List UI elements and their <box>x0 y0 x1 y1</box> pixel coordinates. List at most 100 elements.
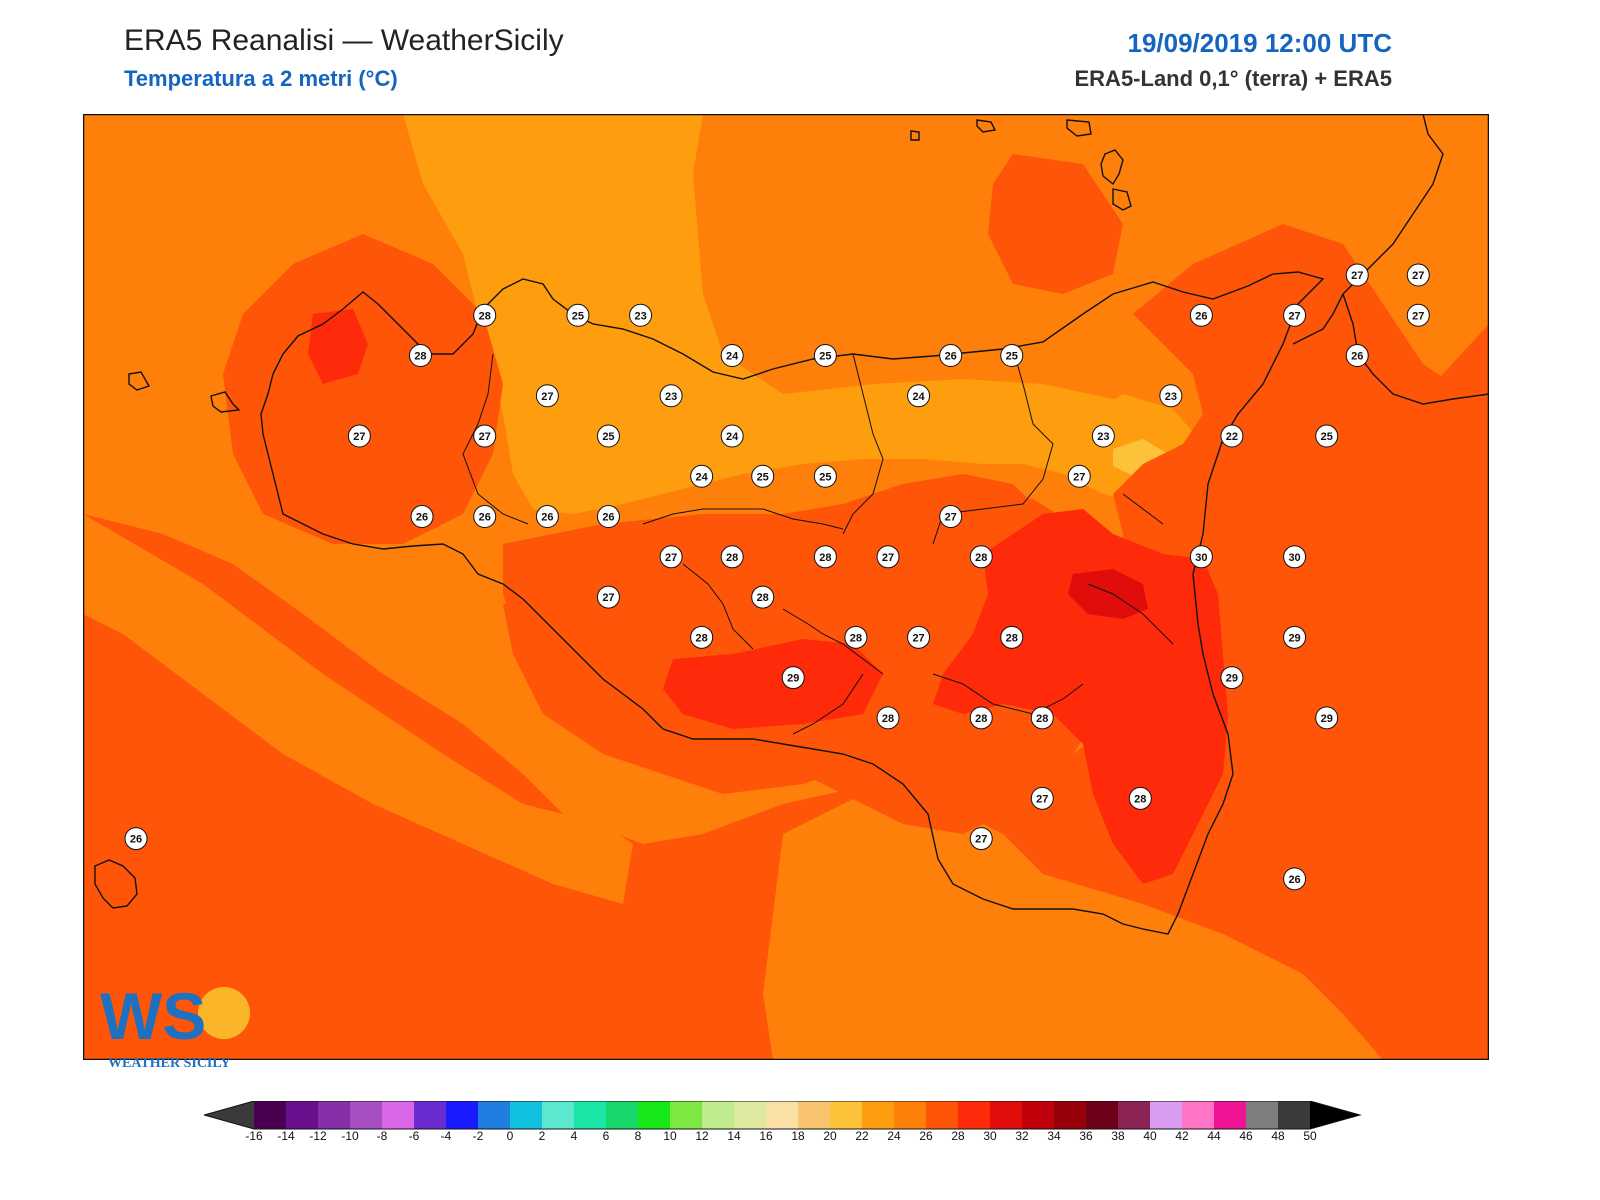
temperature-label-marker <box>347 424 371 448</box>
colorbar-tick-label: 44 <box>1207 1129 1221 1141</box>
colorbar-tick-label: 40 <box>1143 1129 1157 1141</box>
temperature-label: 27 <box>907 625 931 649</box>
colorbar-tick-label: 4 <box>571 1129 578 1141</box>
colorbar-cell <box>862 1101 894 1129</box>
temperature-label: 28 <box>408 344 432 368</box>
temperature-label: 30 <box>1283 545 1307 569</box>
contour-26-28-west <box>223 234 503 544</box>
temperature-label-marker <box>1030 706 1054 730</box>
temperature-label: 29 <box>1220 666 1244 690</box>
colorbar-tick-label: -4 <box>441 1129 452 1141</box>
temperature-label: 23 <box>629 303 653 327</box>
colorbar-cell <box>1278 1101 1310 1129</box>
colorbar-tick-label: 18 <box>791 1129 805 1141</box>
temperature-label-value: 27 <box>541 391 553 403</box>
temperature-label: 26 <box>410 505 434 529</box>
temperature-label: 28 <box>1030 706 1054 730</box>
temperature-label-value: 26 <box>1351 351 1363 363</box>
temperature-label-value: 26 <box>130 834 142 846</box>
colorbar-tick-label: 26 <box>919 1129 933 1141</box>
colorbar-cell <box>350 1101 382 1129</box>
temperature-label: 28 <box>1000 625 1024 649</box>
temperature-label-value: 26 <box>1288 874 1300 886</box>
colorbar-tick-label: -2 <box>473 1129 484 1141</box>
temperature-label: 27 <box>473 424 497 448</box>
colorbar-cell <box>382 1101 414 1129</box>
pantelleria-island <box>94 859 138 909</box>
temperature-label: 25 <box>566 303 590 327</box>
temperature-label: 25 <box>813 344 837 368</box>
temperature-label-marker <box>969 545 993 569</box>
temperature-label: 26 <box>1283 867 1307 891</box>
temperature-label-marker <box>659 545 683 569</box>
weathersicily-logo: WS WEATHER SICILY <box>100 979 250 1071</box>
temperature-label-marker <box>1283 867 1307 891</box>
temperature-label-value: 28 <box>696 632 708 644</box>
temperature-label: 23 <box>659 384 683 408</box>
colorbar-cell <box>1246 1101 1278 1129</box>
temperature-label: 27 <box>1406 303 1430 327</box>
temperature-label-marker <box>720 344 744 368</box>
temperature-label: 28 <box>969 545 993 569</box>
temperature-label-value: 26 <box>416 512 428 524</box>
temperature-label-value: 27 <box>353 431 365 443</box>
temperature-label-marker <box>596 424 620 448</box>
colorbar-tick-label: 10 <box>663 1129 677 1141</box>
temperature-label-marker <box>408 344 432 368</box>
temperature-label-value: 24 <box>726 351 739 363</box>
colorbar-cell <box>1150 1101 1182 1129</box>
temperature-label: 28 <box>720 545 744 569</box>
temperature-label: 27 <box>535 384 559 408</box>
temperature-label: 27 <box>1345 263 1369 287</box>
temperature-label-value: 28 <box>757 592 769 604</box>
colorbar-cell <box>702 1101 734 1129</box>
colorbar-tick-label: 34 <box>1047 1129 1061 1141</box>
colorbar-tick-label: 36 <box>1079 1129 1093 1141</box>
colorbar-cell <box>414 1101 446 1129</box>
temperature-label: 30 <box>1189 545 1213 569</box>
temperature-label-value: 27 <box>479 431 491 443</box>
map-frame <box>83 114 1489 1060</box>
colorbar-tick-label: 16 <box>759 1129 773 1141</box>
temperature-label: 24 <box>690 464 714 488</box>
temperature-label: 28 <box>969 706 993 730</box>
map-subtitle: Temperatura a 2 metri (°C) <box>124 66 398 91</box>
temperature-label-marker <box>1220 666 1244 690</box>
temperature-label-marker <box>876 545 900 569</box>
temperature-label-value: 29 <box>1321 713 1333 725</box>
contour-28-30-east <box>933 509 1228 884</box>
province-borders <box>462 348 1174 735</box>
temperature-label-marker <box>1283 303 1307 327</box>
temperature-label-marker <box>124 827 148 851</box>
temperature-label-value: 25 <box>1321 431 1333 443</box>
temperature-label-marker <box>751 464 775 488</box>
temperature-label-value: 28 <box>1134 793 1146 805</box>
temperature-label: 23 <box>1091 424 1115 448</box>
temperature-label-value: 23 <box>634 310 646 322</box>
temperature-label: 25 <box>1315 424 1339 448</box>
temperature-label-value: 24 <box>912 391 925 403</box>
temperature-label: 27 <box>1030 786 1054 810</box>
temperature-label-marker <box>596 585 620 609</box>
temperature-label-marker <box>969 706 993 730</box>
temperature-label-marker <box>844 625 868 649</box>
colorbar-cell <box>670 1101 702 1129</box>
temperature-label-value: 28 <box>850 632 862 644</box>
colorbar-tick-label: -16 <box>245 1129 263 1141</box>
colorbar-tick-label: -12 <box>309 1129 327 1141</box>
colorbar-outline <box>204 1101 1362 1130</box>
temperature-label-value: 23 <box>665 391 677 403</box>
temperature-label-marker <box>690 464 714 488</box>
temperature-label-value: 27 <box>945 512 957 524</box>
temperature-label-marker <box>566 303 590 327</box>
contour-24-26-south <box>763 794 1383 1060</box>
colorbar-tick-label: -10 <box>341 1129 359 1141</box>
temperature-label-marker <box>813 344 837 368</box>
aeolian-islands <box>910 119 1132 211</box>
temperature-label-marker <box>1189 303 1213 327</box>
temperature-label-value: 28 <box>1036 713 1048 725</box>
colorbar-cell <box>734 1101 766 1129</box>
temperature-label: 27 <box>347 424 371 448</box>
temperature-label-marker <box>1345 263 1369 287</box>
temperature-label-marker <box>473 303 497 327</box>
